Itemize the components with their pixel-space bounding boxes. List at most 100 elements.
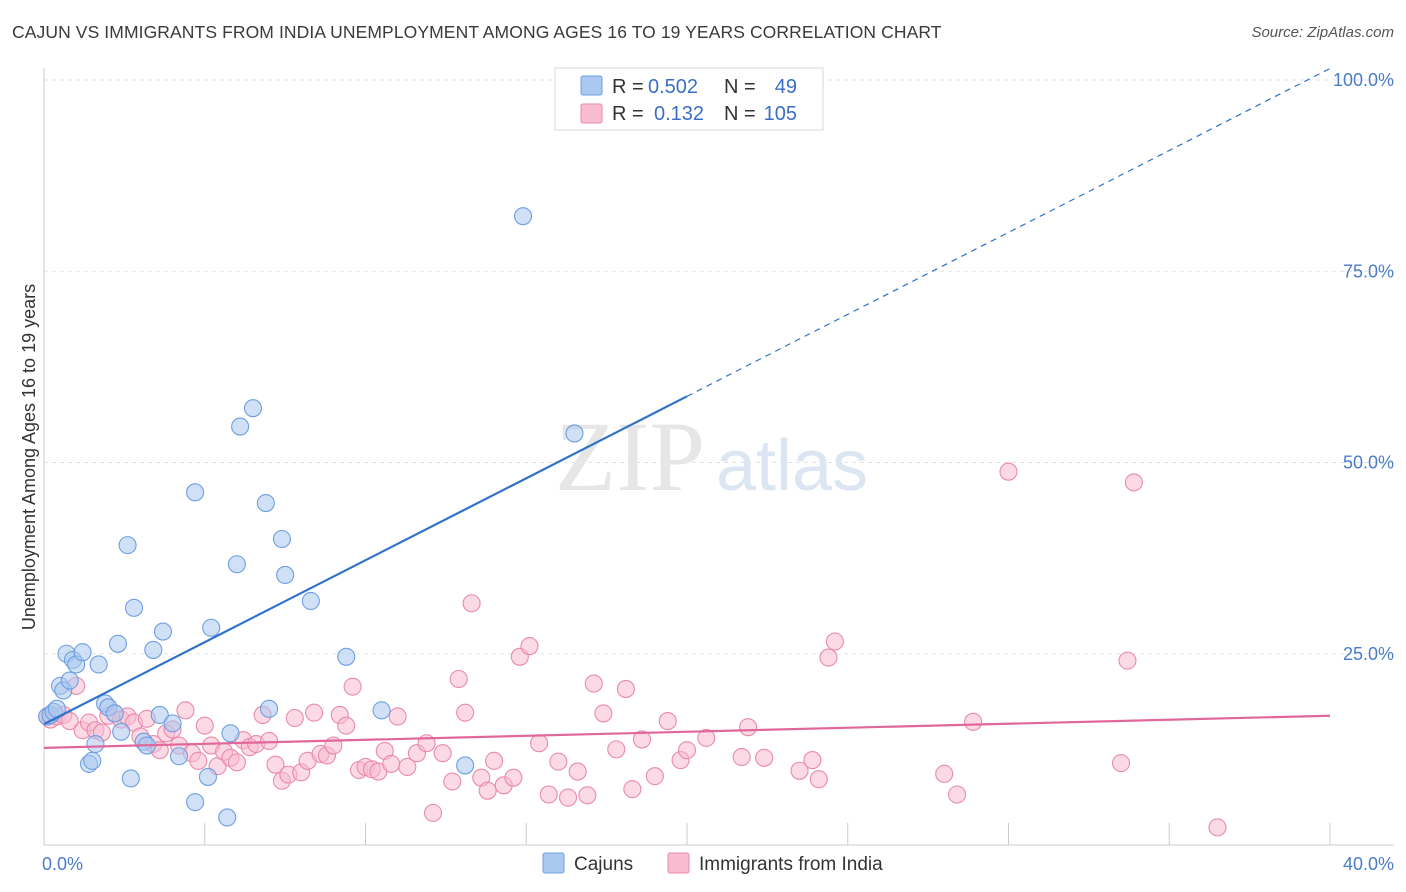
india-point — [809, 770, 828, 789]
india-point — [305, 703, 324, 722]
bottom-legend: Cajuns Immigrants from India — [542, 852, 883, 875]
india-point — [790, 761, 809, 780]
cajun-point — [227, 555, 246, 574]
cajun-point — [231, 417, 250, 436]
india-point — [478, 781, 497, 800]
india-point — [558, 788, 578, 807]
india-point — [594, 704, 613, 723]
legend-n-label-india: N = — [724, 103, 756, 125]
india-point — [433, 744, 452, 763]
india-point — [568, 762, 587, 781]
cajun-point — [372, 701, 391, 720]
x-tick-labels: 0.0% 40.0% — [42, 854, 1394, 874]
cajun-point — [198, 767, 218, 786]
india-point — [227, 753, 246, 772]
y-axis-label: Unemployment Among Ages 16 to 19 years — [19, 284, 39, 630]
india-point — [504, 768, 523, 787]
legend-swatch-india — [580, 103, 603, 124]
legend-n-value-cajuns: 49 — [775, 76, 797, 98]
india-point — [1111, 754, 1131, 773]
india-point — [549, 752, 568, 771]
india-point — [948, 785, 967, 804]
india-point — [456, 703, 475, 722]
india-point — [739, 718, 758, 737]
legend-r-label-india: R = — [612, 103, 644, 125]
india-point — [645, 767, 664, 786]
cajun-point — [276, 565, 295, 585]
bottom-legend-swatch-india — [667, 852, 690, 874]
india-point — [755, 748, 774, 767]
cajun-trend-line — [43, 395, 688, 726]
india-point — [935, 764, 954, 783]
india-point — [578, 786, 597, 805]
y-tick-label: 75.0% — [1343, 261, 1394, 281]
cajun-point — [89, 655, 108, 674]
india-point — [632, 730, 652, 749]
india-point — [462, 594, 481, 613]
legend-swatch-cajuns — [580, 75, 603, 96]
india-point — [964, 712, 983, 731]
india-point — [449, 669, 468, 689]
grid-lines — [44, 79, 1394, 655]
legend-r-label-cajuns: R = — [612, 76, 644, 98]
india-trend-line — [43, 714, 1331, 749]
cajun-point — [272, 529, 291, 549]
cajun-point — [163, 714, 182, 733]
legend-r-value-cajuns: 0.502 — [648, 76, 698, 98]
cajun-point — [83, 751, 102, 770]
cajun-point — [218, 808, 237, 827]
chart-source: Source: ZipAtlas.com — [1251, 24, 1394, 41]
trend-lines — [43, 67, 1331, 749]
india-point — [382, 754, 401, 773]
legend-n-label-cajuns: N = — [724, 76, 756, 98]
india-point — [697, 728, 716, 747]
india-point — [825, 632, 844, 651]
series-cajuns-points — [38, 207, 584, 827]
y-tick-label: 100.0% — [1333, 70, 1394, 90]
india-point — [584, 674, 603, 693]
india-point — [388, 707, 407, 726]
bottom-legend-label-india: Immigrants from India — [699, 854, 883, 875]
india-point — [819, 648, 838, 667]
chart-title: CAJUN VS IMMIGRANTS FROM INDIA UNEMPLOYM… — [12, 22, 942, 42]
bottom-legend-label-cajuns: Cajuns — [574, 854, 633, 875]
cajun-point — [108, 634, 127, 653]
watermark-atlas: atlas — [716, 426, 868, 506]
india-point — [520, 637, 539, 656]
cajun-point — [169, 747, 189, 766]
india-point — [176, 701, 195, 720]
y-tick-labels: 25.0% 50.0% 75.0% 100.0% — [1333, 70, 1394, 664]
cajun-point — [60, 671, 79, 690]
cajun-point — [73, 643, 92, 662]
cajun-point — [86, 734, 105, 754]
cajun-point — [202, 618, 221, 637]
india-point — [266, 755, 285, 774]
india-point — [1208, 818, 1227, 837]
cajun-point — [456, 756, 475, 775]
india-point — [530, 734, 549, 753]
india-point — [485, 751, 504, 770]
watermark-zip: ZIP — [555, 401, 705, 512]
cajun-point — [565, 424, 584, 443]
india-point — [623, 780, 642, 799]
india-point — [616, 679, 635, 698]
y-tick-label: 50.0% — [1343, 453, 1394, 473]
cajun-point — [337, 647, 356, 666]
india-point — [999, 462, 1018, 481]
india-point — [259, 731, 279, 751]
india-point — [189, 751, 208, 770]
cajun-point — [221, 724, 240, 743]
india-point — [285, 708, 304, 728]
cajun-point — [259, 699, 279, 718]
india-point — [423, 803, 443, 822]
cajun-point — [256, 493, 275, 513]
india-point — [398, 757, 417, 777]
x-tick-label: 40.0% — [1343, 854, 1394, 874]
cajun-point — [121, 769, 140, 788]
cajun-point — [112, 722, 131, 741]
india-point — [732, 747, 751, 767]
watermark: ZIP atlas — [555, 401, 868, 512]
x-tick-label: 0.0% — [42, 854, 83, 874]
legend-r-value-india: 0.132 — [654, 103, 704, 125]
cajun-point — [118, 536, 137, 555]
